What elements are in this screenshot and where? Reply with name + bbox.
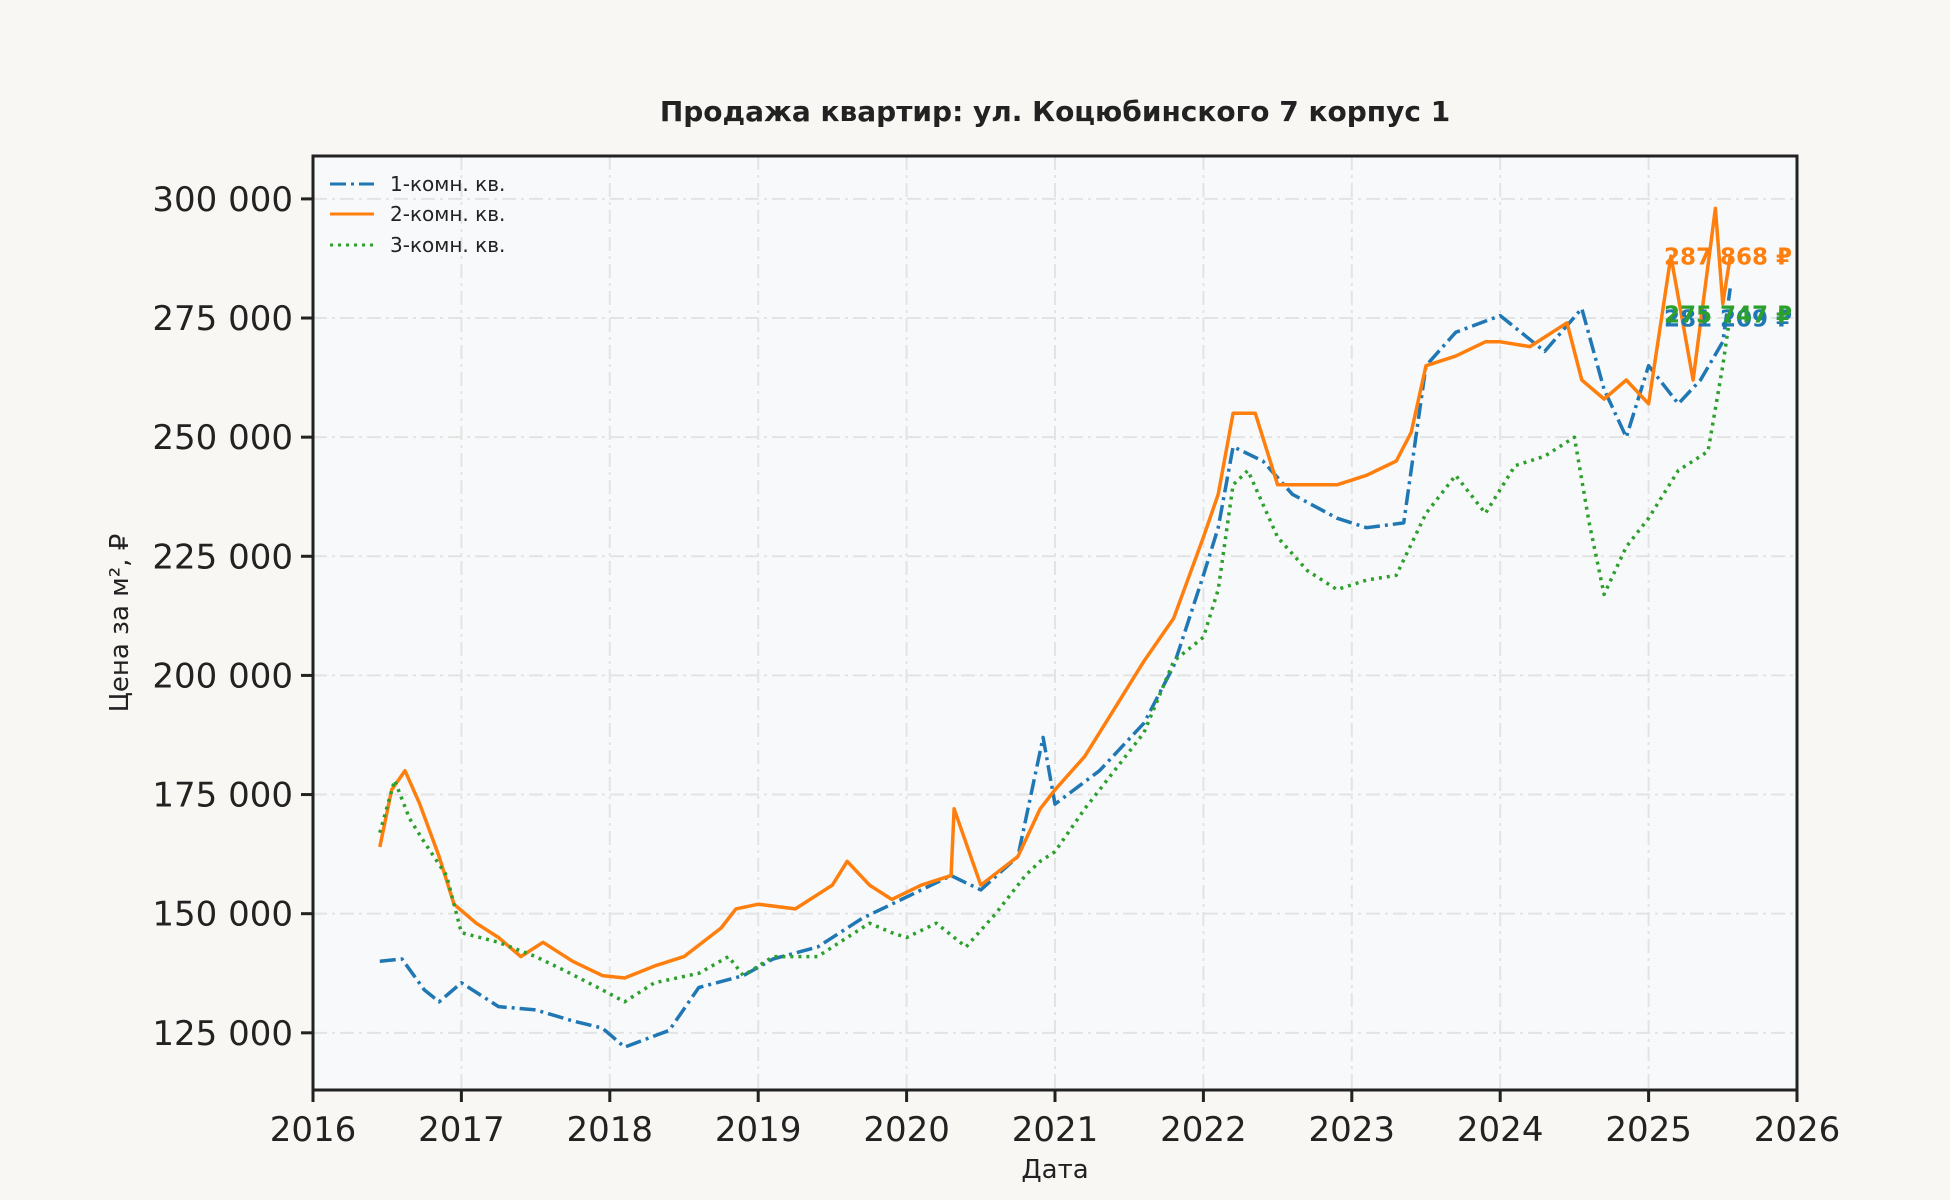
x-tick-label: 2020 <box>863 1110 950 1150</box>
x-tick-label: 2017 <box>418 1110 505 1150</box>
end-labels: 281 209 ₽ 287 868 ₽ 275 747 ₽ <box>1664 245 1792 333</box>
series-lines <box>378 206 1732 1049</box>
y-tick-label: 300 000 <box>152 180 293 220</box>
y-axis: 125 000 150 000 175 000 200 000 225 000 250 0… <box>152 180 313 1054</box>
x-tick-label: 2023 <box>1309 1110 1396 1150</box>
legend-label-2-room: 2-комн. кв. <box>390 202 505 226</box>
y-tick-label: 125 000 <box>152 1014 293 1054</box>
x-axis: 2016 2017 2018 2019 2020 2021 2022 2023 2024 2025… <box>270 1090 1841 1150</box>
legend: 1-комн. кв. 2-комн. кв. 3-комн. кв. <box>330 172 505 257</box>
chart-title: Продажа квартир: ул. Коцюбинского 7 корп… <box>660 95 1450 128</box>
x-tick-label: 2025 <box>1605 1110 1692 1150</box>
legend-label-1-room: 1-комн. кв. <box>390 172 505 196</box>
legend-label-3-room: 3-комн. кв. <box>390 233 505 257</box>
end-value-label-2: 287 868 ₽ <box>1664 245 1792 271</box>
series-line-1 <box>379 288 1732 1049</box>
x-tick-label: 2018 <box>567 1110 654 1150</box>
x-tick-label: 2016 <box>270 1110 357 1150</box>
x-tick-label: 2022 <box>1160 1110 1247 1150</box>
y-tick-label: 150 000 <box>152 895 293 935</box>
series-line-2 <box>378 206 1732 980</box>
x-tick-label: 2024 <box>1457 1110 1544 1150</box>
end-value-label-3: 275 747 ₽ <box>1664 302 1792 328</box>
y-tick-label: 175 000 <box>152 776 293 816</box>
y-tick-label: 200 000 <box>152 656 293 696</box>
x-axis-label: Дата <box>1021 1155 1088 1185</box>
x-tick-label: 2026 <box>1754 1110 1841 1150</box>
x-tick-label: 2019 <box>715 1110 802 1150</box>
end-value-label-1: 281 209 ₽ <box>1664 306 1792 332</box>
y-axis-label: Цена за м², ₽ <box>105 534 135 713</box>
series-line-3 <box>378 314 1732 1004</box>
y-tick-label: 225 000 <box>152 537 293 577</box>
x-tick-label: 2021 <box>1012 1110 1099 1150</box>
y-tick-label: 250 000 <box>152 418 293 458</box>
y-tick-label: 275 000 <box>152 299 293 339</box>
